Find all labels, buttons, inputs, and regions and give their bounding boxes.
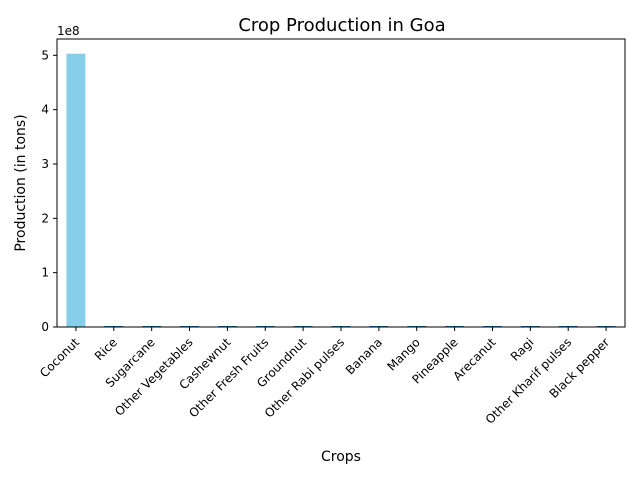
chart-title: Crop Production in Goa [238, 15, 445, 36]
x-tick-label: Ragi [508, 335, 537, 364]
y-ticks-group: 0 1 2 3 4 5 [41, 48, 57, 334]
plot-frame [56, 38, 626, 328]
x-tick-label: Banana [343, 335, 385, 377]
y-tick-label: 3 [41, 157, 49, 171]
y-axis-label: Production (in tons) [13, 114, 29, 251]
bar [66, 53, 86, 328]
axes-group [56, 38, 626, 328]
y-axis-offset-label: 1e8 [57, 24, 80, 38]
x-tick-label: Coconut [37, 335, 82, 380]
y-tick-label: 2 [41, 211, 49, 225]
y-tick-label: 5 [41, 48, 49, 62]
x-tick-label: Rice [92, 335, 120, 363]
y-tick-label: 4 [41, 103, 49, 117]
y-tick-label: 0 [41, 320, 49, 334]
y-tick-label: 1 [41, 266, 49, 280]
bars-group [66, 53, 616, 328]
x-axis-label: Crops [321, 449, 361, 465]
